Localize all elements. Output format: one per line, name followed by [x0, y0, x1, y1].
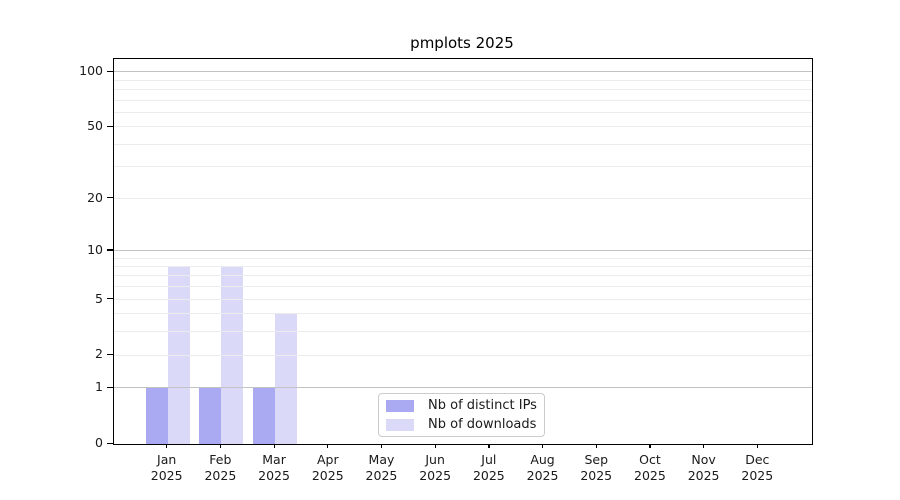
- gridline-minor: [114, 286, 812, 288]
- y-tick-label: 10: [87, 241, 103, 257]
- bar-distinct-ips: [145, 388, 168, 444]
- chart-title: pmplots 2025: [410, 34, 514, 52]
- legend-label-downloads: Nb of downloads: [428, 416, 537, 432]
- gridline-minor: [114, 266, 812, 267]
- x-tick-label: Jul 2025: [472, 452, 505, 483]
- x-tick-label: Oct 2025: [634, 452, 666, 483]
- x-tick-label: Mar 2025: [258, 452, 290, 483]
- y-tick-label: 2: [95, 346, 103, 362]
- x-tick-label: Feb 2025: [204, 452, 237, 483]
- y-tick-mark: [107, 353, 113, 356]
- gridline-minor: [114, 313, 812, 315]
- bar-distinct-ips: [199, 388, 222, 444]
- plot-area: [113, 58, 813, 445]
- bar-distinct-ips: [253, 388, 276, 444]
- x-tick-mark: [273, 444, 275, 448]
- x-tick-label: Sep 2025: [580, 452, 613, 483]
- y-tick-mark: [107, 70, 113, 72]
- x-tick-mark: [703, 444, 705, 448]
- x-tick-mark: [649, 444, 651, 448]
- grid-layer: [114, 59, 812, 444]
- gridline-minor: [114, 111, 812, 113]
- x-tick-mark: [488, 444, 490, 448]
- x-tick-label: Nov 2025: [687, 452, 720, 483]
- legend-item-downloads: Nb of downloads: [386, 416, 537, 432]
- x-tick-label: Jun 2025: [419, 452, 452, 483]
- y-tick-mark: [107, 197, 113, 199]
- gridline-minor: [114, 257, 812, 259]
- y-tick-mark: [107, 298, 113, 300]
- x-tick-label: Jan 2025: [150, 452, 183, 483]
- y-tick-mark: [107, 249, 113, 251]
- gridline-minor: [114, 79, 812, 81]
- x-tick-label: Dec 2025: [741, 452, 774, 483]
- legend: Nb of distinct IPs Nb of downloads: [378, 393, 545, 437]
- gridline-major: [114, 249, 812, 251]
- y-tick-label: 0: [95, 435, 103, 450]
- y-tick-label: 50: [87, 118, 103, 134]
- gridline-minor: [114, 354, 812, 356]
- x-tick-mark: [219, 444, 222, 448]
- y-tick-mark: [107, 386, 113, 388]
- x-tick-mark: [380, 444, 383, 448]
- bar-layer: [114, 59, 812, 444]
- gridline-minor: [114, 143, 812, 145]
- bar-downloads: [275, 314, 298, 444]
- x-tick-label: May 2025: [365, 452, 398, 483]
- gridline-minor: [114, 126, 812, 128]
- bar-downloads: [221, 267, 244, 444]
- x-tick-mark: [434, 444, 436, 448]
- x-tick-label: Apr 2025: [311, 452, 344, 483]
- x-tick-mark: [542, 444, 544, 448]
- gridline-major: [114, 71, 812, 73]
- gridline-minor: [114, 298, 812, 300]
- y-tick-mark: [107, 125, 113, 127]
- legend-item-distinct-ips: Nb of distinct IPs: [386, 397, 537, 413]
- legend-swatch-distinct-ips: [386, 399, 414, 412]
- gridline-minor: [114, 89, 812, 90]
- gridline-minor: [114, 275, 812, 277]
- x-tick-mark: [595, 444, 597, 448]
- gridline-minor: [114, 99, 812, 101]
- gridline-minor: [114, 197, 812, 199]
- x-tick-mark: [756, 444, 758, 448]
- gridline-minor: [114, 331, 812, 333]
- y-tick-label: 100: [79, 63, 103, 79]
- y-tick-label: 5: [95, 290, 103, 306]
- y-tick-mark: [107, 442, 113, 444]
- x-tick-mark: [327, 444, 329, 448]
- y-tick-label: 1: [95, 379, 103, 395]
- gridline-minor: [114, 166, 812, 168]
- legend-label-distinct-ips: Nb of distinct IPs: [428, 397, 537, 413]
- x-tick-label: Aug 2025: [526, 452, 559, 483]
- legend-swatch-downloads: [386, 418, 414, 431]
- y-tick-label: 20: [87, 189, 103, 205]
- gridline-major: [114, 387, 812, 389]
- bar-downloads: [167, 267, 190, 444]
- x-tick-mark: [166, 444, 168, 448]
